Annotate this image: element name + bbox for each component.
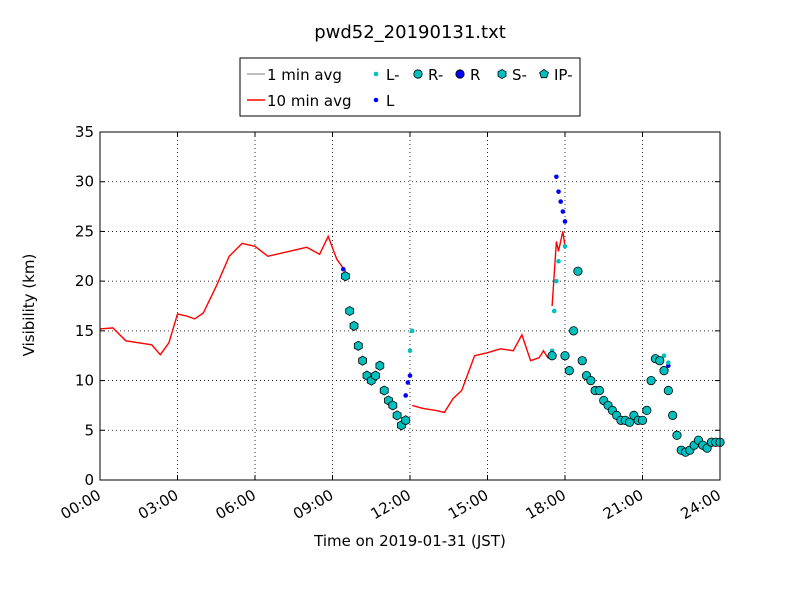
x-tick-label: 00:00	[58, 486, 104, 523]
marker-sminus	[375, 360, 385, 371]
marker-rminus	[573, 266, 583, 276]
marker-l	[403, 393, 408, 398]
marker-rminus	[560, 351, 570, 361]
y-tick-label: 25	[75, 222, 94, 240]
plot-area: 00:00 03:00 06:00 09:00 12:00 15:00 18:00 21:00…	[58, 123, 725, 523]
marker-rminus	[646, 375, 656, 386]
y-tick-label: 10	[75, 372, 94, 390]
x-tick-label: 21:00	[600, 486, 646, 523]
marker-lminus	[554, 278, 559, 284]
x-axis-label: Time on 2019-01-31 (JST)	[313, 532, 506, 550]
legend-box	[239, 57, 581, 117]
x-tick-label: 03:00	[135, 486, 181, 523]
y-tick-label: 15	[75, 322, 94, 340]
marker-sminus	[353, 340, 363, 351]
y-tick-label: 5	[84, 421, 94, 439]
marker-rminus	[659, 366, 669, 376]
marker-rminus	[577, 356, 587, 366]
marker-lminus	[661, 353, 667, 359]
legend: 1 min avg 10 min avg L- L R- R S- IP-	[239, 57, 581, 117]
marker-sminus	[401, 415, 411, 426]
y-tick-label: 0	[84, 471, 94, 489]
marker-sminus	[392, 410, 402, 421]
x-tick-label: 15:00	[445, 486, 491, 523]
legend-swatch-marker	[413, 69, 423, 79]
marker-rminus	[663, 385, 673, 396]
legend-label: 1 min avg	[267, 66, 342, 84]
marker-lminus	[407, 348, 413, 354]
marker-l	[405, 380, 411, 385]
marker-rminus	[594, 385, 605, 396]
marker-l	[407, 373, 413, 378]
legend-swatch-marker	[539, 68, 549, 79]
marker-rminus	[655, 356, 665, 366]
marker-l	[554, 174, 559, 180]
legend-label: R-	[428, 66, 443, 84]
marker-sminus	[345, 305, 355, 317]
y-tick-label: 20	[75, 272, 94, 290]
marker-sminus	[388, 400, 398, 411]
legend-swatch-marker	[373, 71, 379, 77]
marker-l	[556, 189, 561, 194]
marker-lminus	[666, 360, 671, 365]
marker-rminus	[569, 326, 579, 336]
marker-lminus	[556, 258, 561, 264]
series-line-10min	[99, 234, 346, 356]
y-axis-label: Visibility (km)	[20, 254, 38, 357]
legend-swatch-marker	[373, 97, 379, 103]
marker-rminus	[564, 366, 574, 376]
legend-label: S-	[512, 66, 527, 84]
marker-sminus	[358, 355, 368, 366]
marker-rminus	[672, 430, 682, 440]
marker-rminus	[642, 405, 652, 415]
marker-lminus	[562, 244, 568, 249]
x-tick-label: 24:00	[678, 486, 724, 523]
legend-label: L-	[386, 66, 400, 84]
marker-sminus	[379, 385, 389, 396]
legend-label: R	[470, 66, 480, 84]
legend-label: IP-	[554, 66, 573, 84]
y-tick-label: 30	[75, 173, 94, 191]
marker-lminus	[409, 328, 415, 334]
legend-label: L	[386, 92, 395, 110]
series-line-10min	[551, 231, 566, 307]
marker-lminus	[551, 308, 557, 314]
y-tick-label: 35	[75, 123, 94, 141]
marker-sminus	[340, 271, 350, 282]
legend-swatch-marker	[497, 68, 507, 80]
marker-l	[340, 266, 346, 272]
marker-l	[562, 219, 568, 224]
legend-swatch-marker	[455, 69, 465, 79]
series-line-10min	[412, 333, 551, 414]
marker-rminus	[586, 375, 596, 386]
marker-rminus	[668, 410, 678, 420]
x-tick-label: 12:00	[368, 486, 414, 523]
marker-rminus	[547, 351, 557, 361]
legend-label: 10 min avg	[267, 92, 352, 110]
x-tick-label: 09:00	[290, 486, 336, 523]
marker-rminus	[624, 417, 635, 427]
marker-sminus	[371, 370, 380, 381]
marker-rminus	[637, 415, 648, 425]
marker-sminus	[349, 320, 359, 331]
chart-title: pwd52_20190131.txt	[314, 22, 506, 43]
x-tick-label: 06:00	[213, 486, 259, 523]
x-tick-label: 18:00	[523, 486, 569, 523]
marker-l	[560, 209, 566, 214]
marker-l	[558, 199, 563, 204]
